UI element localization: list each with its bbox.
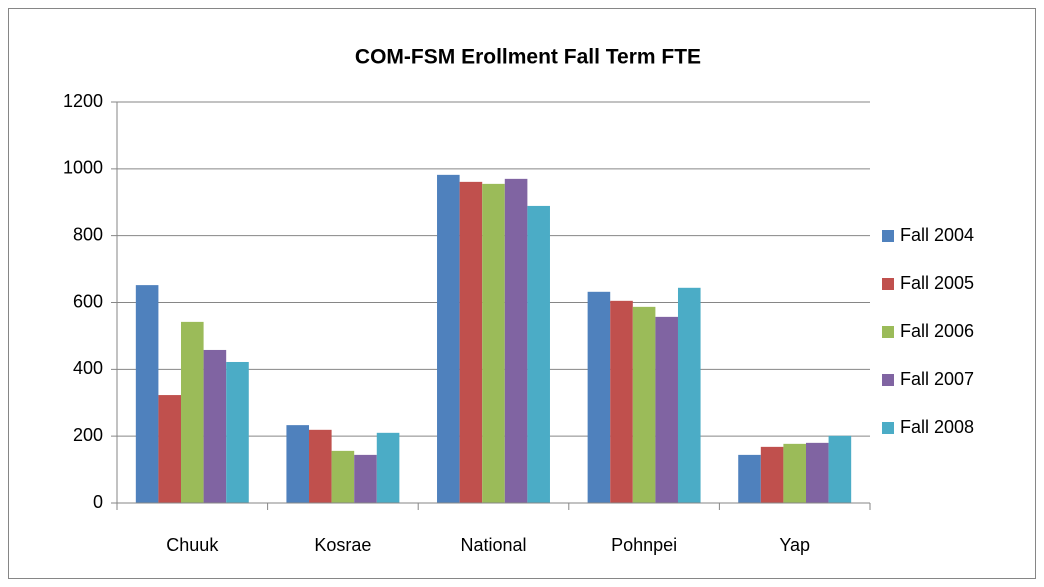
bar <box>376 432 400 503</box>
bar <box>527 205 550 503</box>
bar <box>158 395 182 503</box>
legend-swatch <box>882 422 894 434</box>
x-tick-label: Chuuk <box>166 535 219 555</box>
bar <box>587 291 611 503</box>
bar <box>203 349 227 503</box>
bar <box>828 435 852 503</box>
legend-swatch <box>882 278 894 290</box>
y-tick-label: 200 <box>73 425 103 445</box>
bar <box>181 321 204 503</box>
bar <box>805 442 829 503</box>
bar <box>286 425 310 503</box>
bar <box>354 454 377 503</box>
bar <box>309 429 332 503</box>
y-tick-label: 800 <box>73 224 103 244</box>
legend-swatch <box>882 374 894 386</box>
legend-swatch <box>882 230 894 242</box>
legend-label: Fall 2006 <box>900 321 974 341</box>
legend-swatch <box>882 326 894 338</box>
bar <box>677 287 701 503</box>
x-tick-label: Pohnpei <box>611 535 677 555</box>
legend-label: Fall 2005 <box>900 273 974 293</box>
bar <box>760 446 784 503</box>
bar <box>655 316 678 503</box>
bar <box>459 181 483 503</box>
bar <box>437 174 460 503</box>
legend-label: Fall 2004 <box>900 225 974 245</box>
bar <box>738 454 761 503</box>
chart-title: COM-FSM Erollment Fall Term FTE <box>355 46 701 69</box>
x-tick-label: Kosrae <box>314 535 371 555</box>
x-tick-label: National <box>460 535 526 555</box>
legend-label: Fall 2007 <box>900 369 974 389</box>
bar <box>610 300 633 503</box>
y-tick-label: 600 <box>73 291 103 311</box>
bar <box>504 178 528 503</box>
x-tick-label: Yap <box>779 535 810 555</box>
bar <box>331 450 355 503</box>
bar <box>632 306 656 503</box>
y-tick-label: 0 <box>93 492 103 512</box>
bar <box>226 361 249 503</box>
y-tick-label: 1200 <box>63 91 103 111</box>
y-tick-label: 1000 <box>63 158 103 178</box>
bar <box>783 443 806 503</box>
bar <box>135 285 159 503</box>
y-tick-label: 400 <box>73 358 103 378</box>
legend-label: Fall 2008 <box>900 417 974 437</box>
bar <box>482 183 505 503</box>
